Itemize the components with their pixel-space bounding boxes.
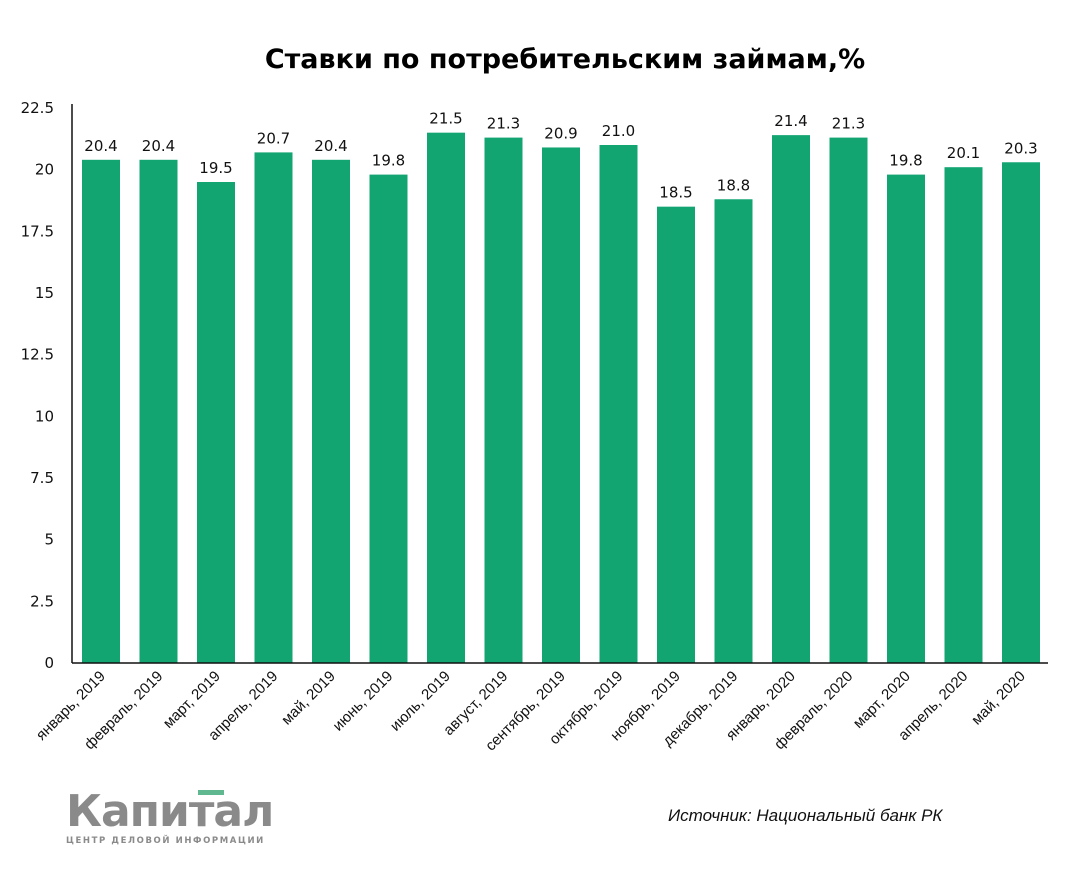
bar <box>369 174 408 663</box>
data-label: 19.8 <box>372 152 405 170</box>
bar <box>484 137 523 664</box>
bar <box>542 147 580 663</box>
source-note: Источник: Национальный банк РК <box>668 806 943 825</box>
chart-title: Ставки по потребительским займам,% <box>265 44 865 75</box>
data-label: 21.4 <box>774 112 807 130</box>
y-tick-label: 5 <box>44 531 54 549</box>
x-tick-label: июнь, 2019 <box>330 668 397 735</box>
data-label: 19.8 <box>889 152 922 170</box>
bar <box>599 145 638 663</box>
bar <box>944 167 983 663</box>
bar <box>1002 162 1040 663</box>
data-label: 20.1 <box>947 144 980 162</box>
bar <box>254 152 293 663</box>
bar <box>714 199 753 663</box>
data-label: 20.4 <box>84 137 117 155</box>
y-tick-label: 17.5 <box>21 222 54 240</box>
bar <box>312 159 350 664</box>
bar <box>772 135 810 664</box>
data-label: 20.3 <box>1004 139 1037 157</box>
x-tick-label: май, 2020 <box>968 668 1029 729</box>
bar <box>887 174 925 663</box>
bar <box>829 137 868 664</box>
bar <box>657 206 695 663</box>
y-tick-label: 7.5 <box>30 469 54 487</box>
logo: Капитал ЦЕНТР ДЕЛОВОЙ ИНФОРМАЦИИ <box>66 786 274 847</box>
y-tick-label: 2.5 <box>30 592 54 610</box>
y-tick-label: 0 <box>44 654 54 672</box>
data-label: 20.7 <box>257 129 290 147</box>
data-label: 21.3 <box>487 115 520 133</box>
data-label: 21.3 <box>832 115 865 133</box>
data-label: 18.8 <box>717 176 750 194</box>
data-label: 20.9 <box>544 124 577 142</box>
data-label: 18.5 <box>659 184 692 202</box>
data-label: 21.0 <box>602 122 635 140</box>
bar <box>197 182 235 663</box>
data-label: 21.5 <box>429 110 462 128</box>
data-label: 20.4 <box>314 137 347 155</box>
x-tick-label: май, 2019 <box>278 668 339 729</box>
bar <box>82 159 120 664</box>
bar <box>139 159 178 664</box>
data-label: 19.5 <box>199 159 232 177</box>
bar <box>427 132 465 663</box>
y-tick-label: 22.5 <box>21 99 54 117</box>
y-tick-label: 15 <box>35 284 54 302</box>
data-label: 20.4 <box>142 137 175 155</box>
y-tick-label: 12.5 <box>21 346 54 364</box>
y-tick-label: 10 <box>35 407 54 425</box>
y-tick-label: 20 <box>35 161 54 179</box>
